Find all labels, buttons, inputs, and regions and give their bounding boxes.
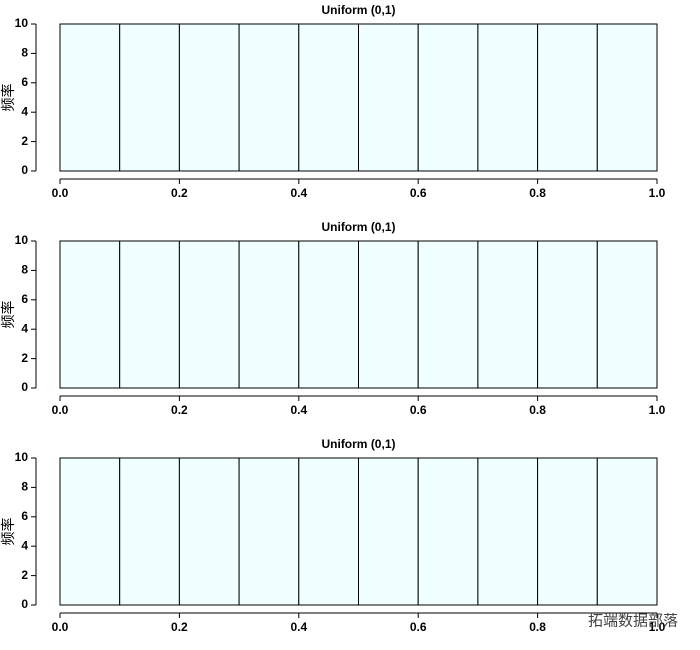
bar xyxy=(178,457,240,606)
y-tick-label: 0 xyxy=(21,597,28,611)
x-tick-label: 0.2 xyxy=(171,186,188,200)
bar xyxy=(358,23,419,172)
y-tick-label: 8 xyxy=(21,46,28,60)
y-tick-label: 8 xyxy=(21,263,28,277)
x-tick-label: 1.0 xyxy=(649,186,666,200)
x-tick-label: 0.4 xyxy=(290,186,307,200)
x-tick-label: 0.0 xyxy=(52,403,69,417)
y-axis-label: 频率 xyxy=(0,301,17,329)
bar xyxy=(238,457,300,606)
bar xyxy=(477,457,539,606)
y-tick-label: 8 xyxy=(21,480,28,494)
bar xyxy=(178,240,240,389)
bar xyxy=(537,23,598,172)
x-tick-label: 1.0 xyxy=(649,403,666,417)
chart-title: Uniform (0,1) xyxy=(321,220,395,234)
y-tick-label: 4 xyxy=(21,321,28,335)
bar xyxy=(417,240,479,389)
x-tick-label: 0.2 xyxy=(171,620,188,634)
y-axis-label: 频率 xyxy=(0,518,17,546)
x-tick-label: 0.4 xyxy=(290,403,307,417)
y-tick-label: 4 xyxy=(21,538,28,552)
bar xyxy=(358,457,419,606)
chart-title: Uniform (0,1) xyxy=(321,437,395,451)
bar xyxy=(596,23,658,172)
x-tick-label: 0.6 xyxy=(410,403,427,417)
bar xyxy=(596,457,658,606)
bar xyxy=(477,23,539,172)
bar xyxy=(178,23,240,172)
y-tick-label: 0 xyxy=(21,380,28,394)
y-tick-label: 10 xyxy=(15,16,29,30)
x-tick-label: 0.6 xyxy=(410,620,427,634)
x-tick-label: 0.8 xyxy=(529,403,546,417)
y-tick-label: 2 xyxy=(21,351,28,365)
x-tick-label: 0.6 xyxy=(410,186,427,200)
x-tick-label: 0.8 xyxy=(529,186,546,200)
x-tick-label: 0.8 xyxy=(529,620,546,634)
x-tick-label: 1.0 xyxy=(649,620,666,634)
y-tick-label: 6 xyxy=(21,75,28,89)
watermark: 拓端数据部落 xyxy=(588,612,678,630)
bar xyxy=(417,457,479,606)
bar xyxy=(59,240,121,389)
bar xyxy=(119,240,180,389)
bar xyxy=(59,457,121,606)
bar xyxy=(298,240,359,389)
bar xyxy=(358,240,419,389)
bar xyxy=(298,457,359,606)
chart-title: Uniform (0,1) xyxy=(321,3,395,17)
x-tick-label: 0.4 xyxy=(290,620,307,634)
bar xyxy=(119,23,180,172)
y-tick-label: 6 xyxy=(21,509,28,523)
y-tick-label: 2 xyxy=(21,134,28,148)
y-tick-label: 6 xyxy=(21,292,28,306)
y-tick-label: 10 xyxy=(15,450,29,464)
y-tick-label: 2 xyxy=(21,568,28,582)
bar xyxy=(537,240,598,389)
bar xyxy=(537,457,598,606)
x-tick-label: 0.2 xyxy=(171,403,188,417)
y-tick-label: 4 xyxy=(21,104,28,118)
bar xyxy=(119,457,180,606)
y-tick-label: 0 xyxy=(21,163,28,177)
bar xyxy=(238,240,300,389)
y-tick-label: 10 xyxy=(15,233,29,247)
bar xyxy=(298,23,359,172)
x-tick-label: 0.0 xyxy=(52,620,69,634)
x-tick-label: 0.0 xyxy=(52,186,69,200)
bar xyxy=(59,23,121,172)
bar xyxy=(596,240,658,389)
y-axis-label: 频率 xyxy=(0,84,17,112)
bar xyxy=(417,23,479,172)
bar xyxy=(238,23,300,172)
bar xyxy=(477,240,539,389)
